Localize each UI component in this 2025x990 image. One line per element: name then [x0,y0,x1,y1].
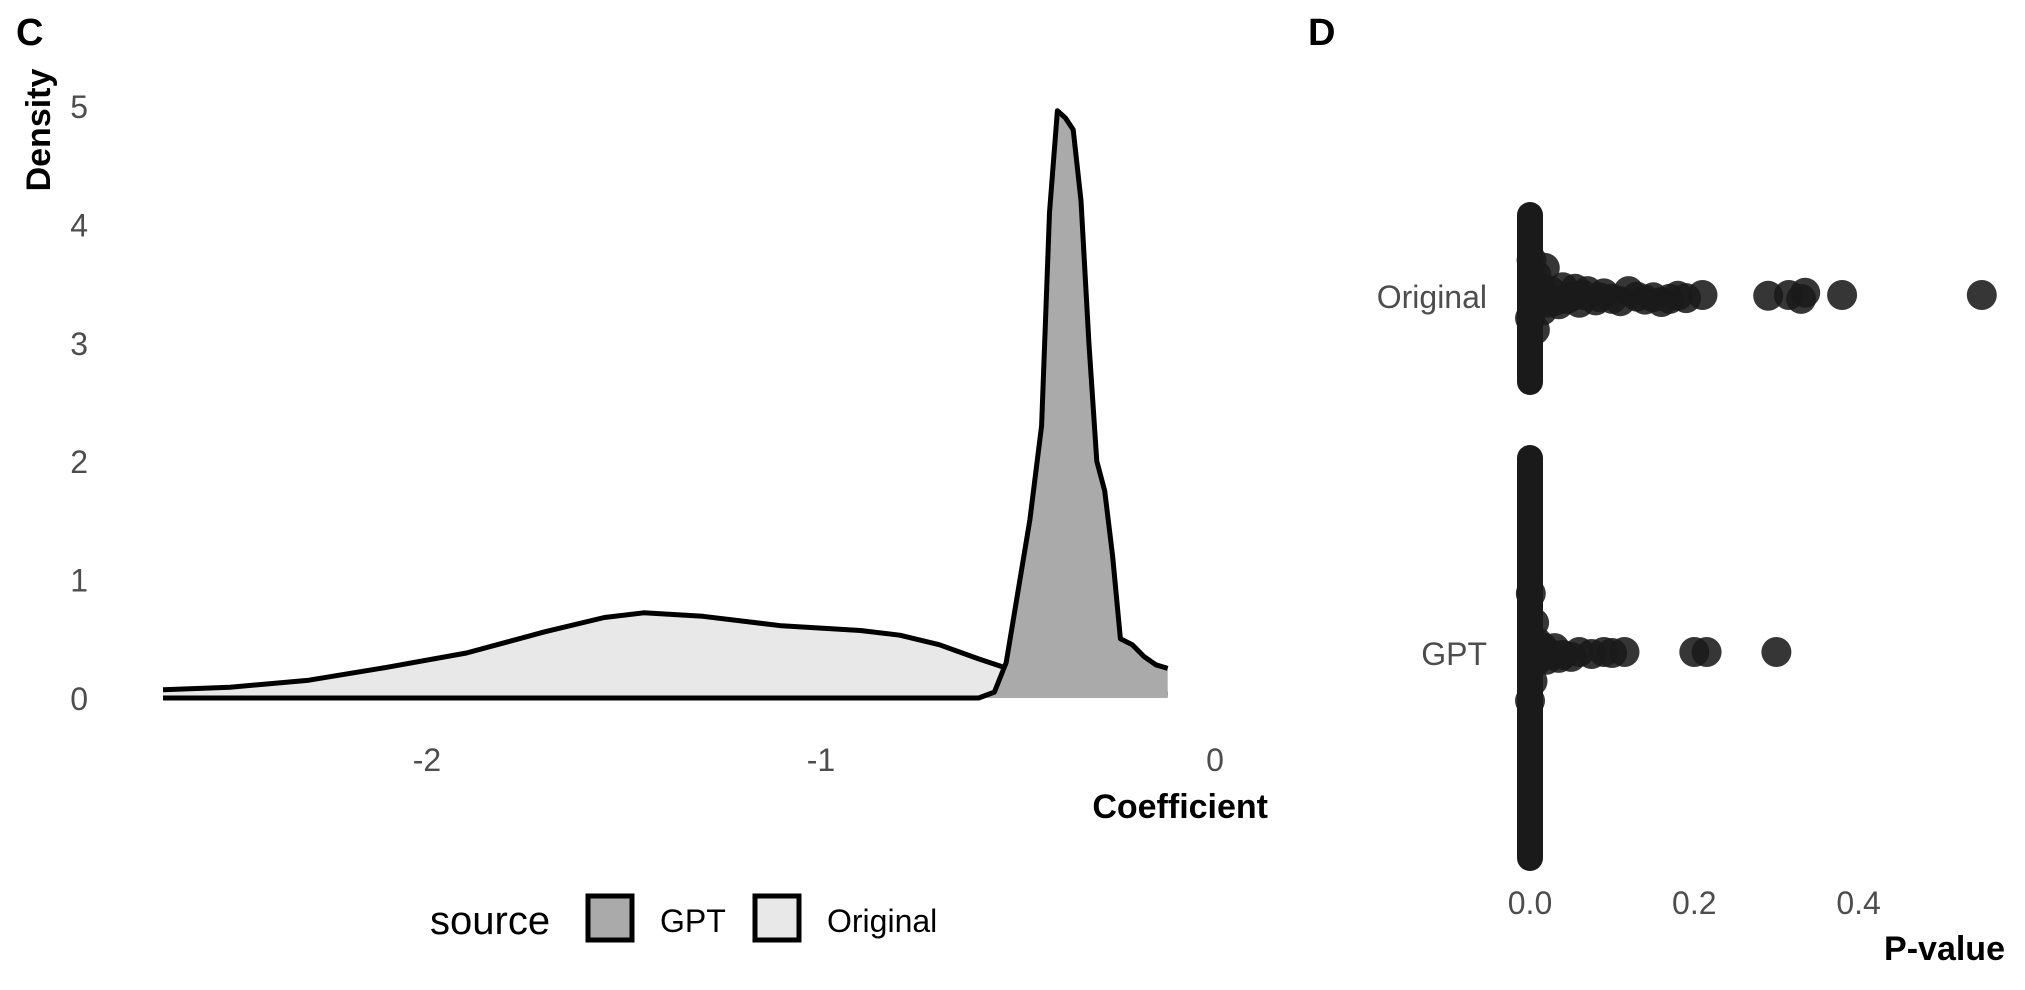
density-x-ticks: -2 -1 0 [413,742,1224,778]
pvalue-point-gpt [1515,578,1546,609]
density-y-tick-label: 2 [70,444,88,480]
category-label-original: Original [1377,279,1487,315]
density-y-ticks: 0 1 2 3 4 5 [70,89,88,717]
legend-label-gpt: GPT [660,903,726,939]
density-y-tick-label: 0 [70,681,88,717]
density-area-original [163,612,1168,698]
density-y-axis-title: Density [20,69,58,192]
density-y-tick-label: 4 [70,207,88,243]
pvalue-x-tick-label: 0.0 [1508,885,1552,921]
density-y-tick-label: 5 [70,89,88,125]
pvalue-point-original [1529,252,1560,283]
pvalue-x-ticks: 0.0 0.2 0.4 [1508,885,1881,921]
density-panel: C Density 0 1 2 3 4 5 -2 -1 0 Coefficient [16,12,1268,826]
pvalue-point-gpt [1761,637,1792,667]
pvalue-points [1515,245,1997,716]
density-area-gpt [163,110,1168,698]
legend-swatch-original [752,893,802,943]
density-curve-gpt [163,108,1169,701]
pvalue-point-original [1687,280,1718,310]
pvalue-x-tick-label: 0.2 [1672,885,1716,921]
density-areas [162,108,1169,701]
pvalue-point-original [1790,277,1821,308]
pvalue-point-original [1966,280,1997,310]
pvalue-x-tick-label: 0.4 [1836,885,1880,921]
pvalue-point-gpt [1609,637,1640,667]
density-x-axis-title: Coefficient [1092,788,1268,826]
density-x-tick-label: -1 [807,742,835,778]
legend-title: source [430,899,550,943]
legend: source GPT Original [430,893,937,943]
pvalue-x-axis-title: P-value [1884,930,2005,968]
density-y-tick-label: 3 [70,326,88,362]
pvalue-point-original [1827,280,1858,310]
density-x-tick-label: -2 [413,742,441,778]
pvalue-point-gpt [1691,637,1722,667]
panel-d-label: D [1308,12,1335,54]
pvalue-panel: D Original GPT 0.0 0.2 0.4 P-value [1308,12,2005,968]
legend-swatch-gpt [585,893,635,943]
density-x-tick-label: 0 [1206,742,1224,778]
panel-c-label: C [16,12,43,54]
category-label-gpt: GPT [1421,636,1487,672]
density-y-tick-label: 1 [70,563,88,599]
legend-label-original: Original [827,903,937,939]
